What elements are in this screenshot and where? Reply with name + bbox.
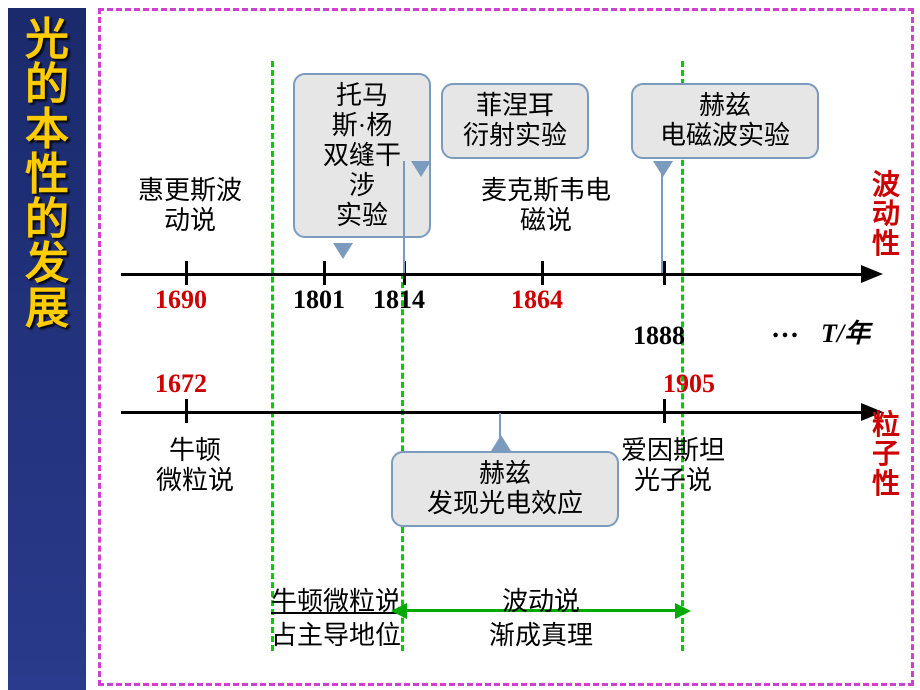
title-char: 发: [25, 242, 69, 287]
nature-label: 粒子性: [869, 411, 903, 499]
callout-line: [661, 163, 663, 273]
title-char: 的: [25, 198, 69, 243]
year: 1814: [373, 285, 425, 315]
range-label: 占主导地位: [246, 621, 426, 651]
tick-bottom: [185, 399, 188, 423]
axis-label: T/年: [821, 313, 870, 350]
top-axis: [121, 273, 861, 276]
tick-top: [323, 261, 326, 285]
callout: 赫兹发现光电效应: [391, 451, 619, 527]
year: 1801: [293, 285, 345, 315]
tick-bottom: [663, 399, 666, 423]
era-line: [271, 61, 274, 651]
title-char: 展: [25, 287, 69, 332]
callout: 托马斯·杨双缝干涉实验: [293, 73, 431, 238]
range-label: 渐成真理: [451, 621, 631, 651]
bottom-axis: [121, 411, 861, 414]
vertical-title: 光的本性的发展: [8, 8, 86, 690]
title-char: 光: [25, 18, 69, 63]
callout-pointer: [411, 161, 431, 177]
range-arrow-head: [675, 603, 691, 619]
event-label: 爱因斯坦光子说: [603, 436, 743, 496]
callout-pointer: [333, 243, 353, 259]
callout-line: [403, 161, 405, 273]
callout-pointer: [653, 161, 673, 177]
year: 1864: [511, 285, 563, 315]
title-char: 的: [25, 63, 69, 108]
event-label: 牛顿微粒说: [125, 436, 265, 496]
range-label: 波动说: [451, 587, 631, 617]
event-label: 惠更斯波动说: [115, 176, 265, 236]
callout-pointer: [491, 435, 511, 451]
title-char: 本: [25, 108, 69, 153]
range-arrow-head: [391, 603, 407, 619]
year: 1690: [155, 285, 207, 315]
tick-top: [663, 261, 666, 285]
callout: 菲涅耳衍射实验: [441, 83, 589, 159]
year: 1905: [663, 369, 715, 399]
event-label: 麦克斯韦电磁说: [471, 176, 621, 236]
title-char: 性: [25, 153, 69, 198]
timeline-diagram: 1690 惠更斯波动说 1801 1814 1864 麦克斯韦电磁说 1888 1672 牛顿微…: [98, 8, 914, 686]
ellipsis: …: [771, 313, 799, 345]
tick-top: [541, 261, 544, 285]
year: 1888: [633, 321, 685, 351]
tick-top: [185, 261, 188, 285]
year: 1672: [155, 369, 207, 399]
nature-label: 波动性: [869, 171, 903, 259]
top-axis-arrow: [861, 265, 883, 283]
callout: 赫兹电磁波实验: [631, 83, 819, 159]
